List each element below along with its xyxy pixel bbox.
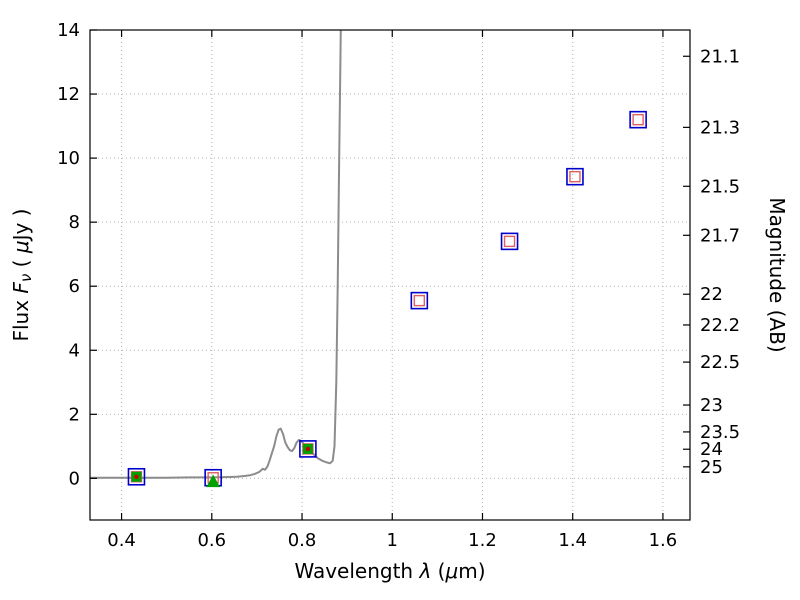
svg-text:21.5: 21.5 — [700, 176, 740, 197]
svg-text:0.6: 0.6 — [197, 530, 226, 551]
y-axis-label: Flux Fν ( μJy ) — [9, 208, 35, 341]
photometry-point — [410, 291, 429, 310]
x-axis-label: Wavelength λ (μm) — [294, 559, 485, 583]
tick-marks — [90, 29, 690, 520]
svg-text:10: 10 — [57, 148, 80, 169]
svg-text:12: 12 — [57, 84, 80, 105]
svg-text:25: 25 — [700, 457, 723, 478]
svg-text:1: 1 — [387, 530, 398, 551]
svg-text:22.2: 22.2 — [700, 315, 740, 336]
red-dot-marker — [134, 474, 139, 479]
model-spectrum-line — [90, 30, 342, 479]
svg-text:23: 23 — [700, 395, 723, 416]
svg-text:1.6: 1.6 — [649, 530, 678, 551]
svg-text:23.5: 23.5 — [700, 422, 740, 443]
svg-text:0: 0 — [69, 468, 80, 489]
y2-axis-label: Magnitude (AB) — [765, 197, 789, 352]
svg-text:6: 6 — [69, 276, 80, 297]
green-detection-markers — [131, 443, 313, 488]
svg-text:0.4: 0.4 — [107, 530, 136, 551]
svg-text:22: 22 — [700, 284, 723, 305]
axes-frame — [89, 29, 691, 521]
svg-text:22.5: 22.5 — [700, 352, 740, 373]
red-dot-marker — [305, 446, 311, 452]
x-tick-labels: 0.4 0.6 0.8 1 1.2 1.4 1.6 — [107, 530, 677, 551]
svg-text:21.1: 21.1 — [700, 46, 740, 67]
svg-text:14: 14 — [57, 20, 80, 41]
y-tick-labels: 0 2 4 6 8 10 12 14 — [57, 20, 80, 489]
svg-text:0.8: 0.8 — [288, 530, 317, 551]
svg-text:1.2: 1.2 — [468, 530, 497, 551]
svg-text:21.3: 21.3 — [700, 117, 740, 138]
svg-text:24: 24 — [700, 439, 723, 460]
svg-text:21.7: 21.7 — [700, 225, 740, 246]
green-triangle-marker — [206, 474, 221, 488]
photometry-point — [566, 167, 584, 186]
photometry-point — [500, 232, 519, 251]
svg-text:2: 2 — [69, 404, 80, 425]
photometry-point — [629, 110, 647, 129]
svg-text:1.4: 1.4 — [558, 530, 587, 551]
svg-text:8: 8 — [69, 212, 80, 233]
svg-text:4: 4 — [69, 340, 80, 361]
